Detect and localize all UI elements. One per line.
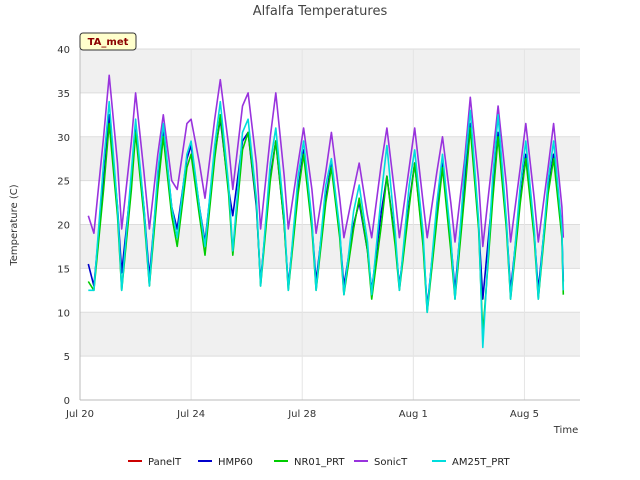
legend-item: HMP60 [198,457,253,468]
y-tick-label: 40 [57,45,70,56]
legend-label: HMP60 [218,457,253,468]
badge-box [79,32,137,51]
badge-label: TA_met [88,37,129,48]
legend-label: PanelT [148,457,182,468]
legend-label: NR01_PRT [294,457,345,468]
series-line-am25t-prt [88,100,565,349]
series-layer [87,74,565,349]
legend-item: NR01_PRT [274,457,345,468]
y-tick-label: 15 [57,264,70,275]
x-tick-label: Aug 1 [399,409,428,420]
y-tick-label: 0 [64,396,70,407]
plot-band [80,312,580,357]
y-tick-label: 20 [57,221,70,232]
plot-band [80,224,580,269]
legend-label: AM25T_PRT [452,457,511,468]
x-axis-label: Time [553,425,578,436]
y-tick-label: 25 [57,177,70,188]
chart-title: Alfalfa Temperatures [253,4,388,19]
x-tick-label: Jul 28 [287,409,316,420]
plot-band [80,49,580,93]
y-tick-label: 30 [57,133,70,144]
y-axis-label: Temperature (C) [9,184,20,266]
x-tick-label: Jul 24 [176,409,205,420]
legend-item: AM25T_PRT [432,457,511,468]
y-tick-label: 10 [57,308,70,319]
axes: 0 5 10 15 20 25 30 35 40 Jul 20 Jul 24 Jul 28 Aug 1 A… [57,45,580,420]
legend-label: SonicT [374,457,408,468]
x-tick-label: Jul 20 [65,409,94,420]
x-tick-label: Aug 5 [510,409,539,420]
series-line-sonict [87,74,565,248]
y-tick-label: 5 [64,352,70,363]
legend-item: PanelT [128,457,182,468]
legend-item: SonicT [354,457,408,468]
legend: PanelT HMP60 NR01_PRT SonicT AM25T_PRT [128,457,511,468]
ta-met-badge: TA_met [79,32,137,51]
y-tick-label: 35 [57,89,70,100]
